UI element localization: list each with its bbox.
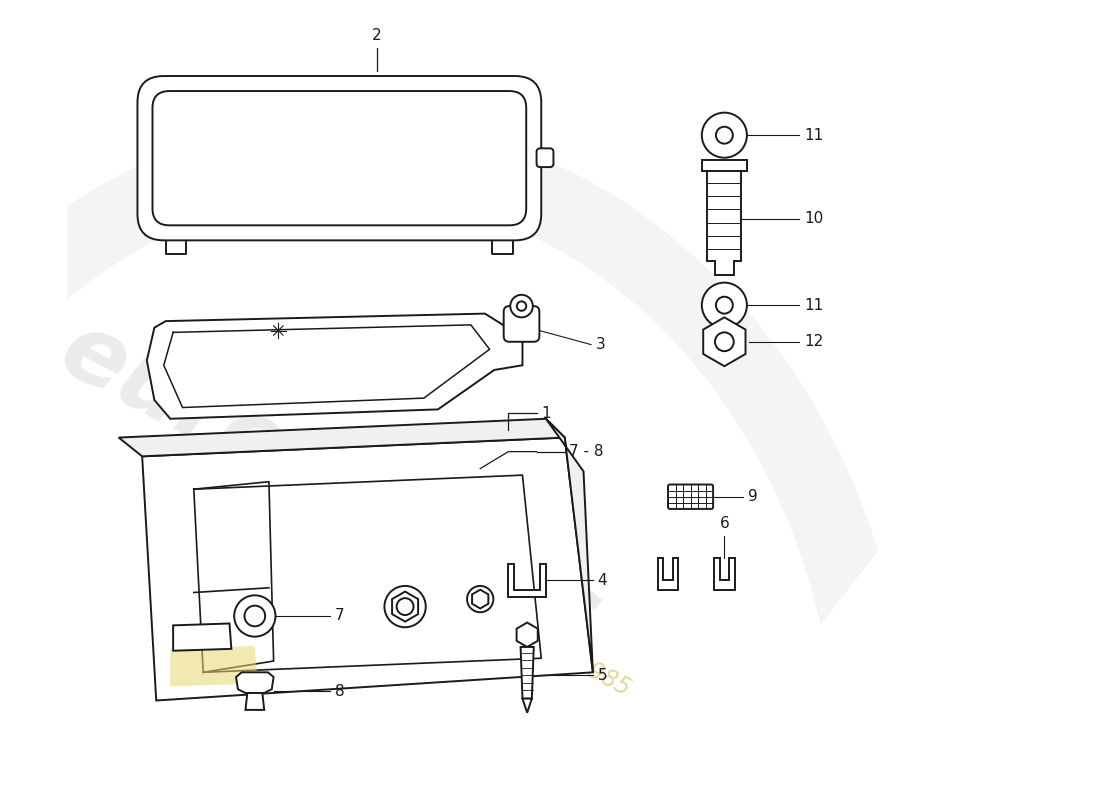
Polygon shape [707,162,741,275]
Polygon shape [703,318,746,366]
Text: 6: 6 [719,517,729,531]
FancyBboxPatch shape [504,306,539,342]
Circle shape [517,302,526,310]
FancyBboxPatch shape [153,91,526,226]
Polygon shape [508,564,546,598]
Polygon shape [392,591,418,622]
Polygon shape [702,159,747,171]
Polygon shape [520,647,534,698]
Circle shape [468,586,494,612]
Text: 10: 10 [804,211,824,226]
Circle shape [716,126,733,144]
Polygon shape [236,672,274,693]
Text: 4: 4 [597,573,607,588]
Polygon shape [472,590,488,609]
Text: eurospares: eurospares [45,304,615,666]
Circle shape [702,113,747,158]
Text: 7: 7 [334,609,344,623]
Circle shape [510,295,532,318]
Text: a passion for parts since 1985: a passion for parts since 1985 [308,512,634,701]
Polygon shape [517,622,538,647]
Circle shape [702,282,747,328]
Polygon shape [658,558,679,590]
Polygon shape [0,118,878,625]
Circle shape [234,595,275,637]
Circle shape [244,606,265,626]
Text: 3: 3 [596,337,605,352]
Text: 1: 1 [541,406,551,421]
Text: 8: 8 [334,684,344,698]
Polygon shape [173,623,231,650]
Polygon shape [522,698,532,713]
Text: 12: 12 [804,334,824,350]
Circle shape [715,332,734,351]
Polygon shape [245,693,264,710]
Polygon shape [714,558,735,590]
Text: 9: 9 [748,490,758,504]
FancyBboxPatch shape [537,148,553,167]
Text: 11: 11 [804,128,824,142]
Polygon shape [546,418,593,672]
Text: 5: 5 [597,668,607,682]
Polygon shape [146,314,522,418]
Polygon shape [142,438,593,701]
Polygon shape [119,418,564,456]
Circle shape [716,297,733,314]
Text: 7 - 8: 7 - 8 [570,444,604,459]
Text: 2: 2 [372,28,382,43]
Circle shape [397,598,414,615]
FancyBboxPatch shape [138,76,541,240]
Text: 11: 11 [804,298,824,313]
Circle shape [384,586,426,627]
Polygon shape [170,646,257,686]
FancyBboxPatch shape [668,485,713,509]
